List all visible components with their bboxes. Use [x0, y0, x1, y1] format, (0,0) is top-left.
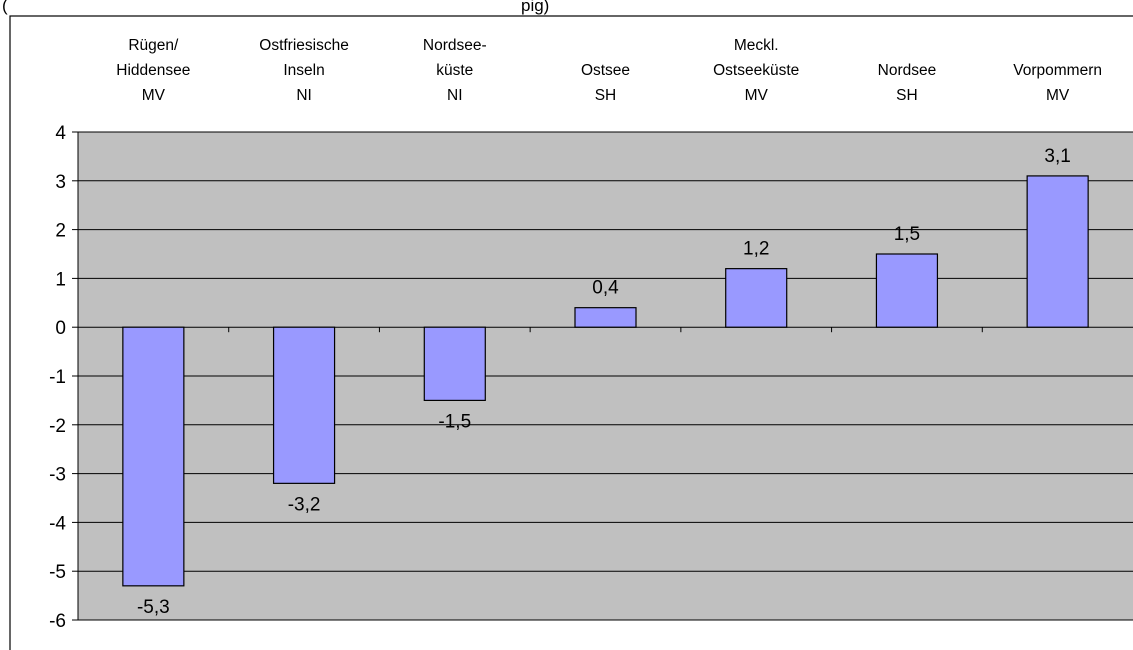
bar [424, 327, 485, 400]
category-label: Ostfriesische [259, 37, 349, 54]
category-label: Meckl. [734, 37, 779, 54]
bar [123, 327, 184, 586]
data-label: -1,5 [438, 411, 471, 432]
data-label: 0,4 [592, 278, 619, 299]
category-label: Nordsee- [423, 37, 487, 54]
data-label: 1,5 [894, 224, 920, 245]
category-label: Hiddensee [116, 62, 190, 79]
y-tick-label: -5 [49, 562, 66, 583]
y-tick-label: 2 [55, 221, 66, 242]
category-label: Inseln [283, 62, 324, 79]
category-label: NI [447, 87, 463, 104]
data-label: 3,1 [1044, 146, 1070, 167]
y-tick-label: 4 [55, 123, 66, 144]
category-label: Ostsee [581, 62, 630, 79]
bar [876, 254, 937, 327]
y-tick-label: -1 [49, 367, 66, 388]
category-label: MV [745, 87, 769, 104]
bar [1027, 176, 1088, 327]
data-label: -5,3 [137, 597, 170, 618]
category-label: MV [142, 87, 166, 104]
category-label: Vorpommern [1013, 62, 1102, 79]
y-tick-label: 1 [55, 269, 66, 290]
category-label: Nordsee [878, 62, 937, 79]
header-fragment-left: ( [2, 0, 8, 15]
bar [726, 269, 787, 328]
category-label: MV [1046, 87, 1070, 104]
bar [575, 308, 636, 328]
category-label: Rügen/ [128, 37, 179, 54]
data-label: 1,2 [743, 239, 769, 260]
category-label: NI [296, 87, 312, 104]
y-tick-label: -3 [49, 465, 66, 486]
category-label: Ostseeküste [713, 62, 799, 79]
header-fragment-right: pig) [521, 0, 549, 15]
bar [274, 327, 335, 483]
y-tick-label: -2 [49, 416, 66, 437]
y-tick-label: -6 [49, 611, 66, 632]
category-label: SH [896, 87, 918, 104]
y-tick-label: 0 [55, 318, 66, 339]
y-tick-label: 3 [55, 172, 66, 193]
data-label: -3,2 [288, 494, 321, 515]
category-label: küste [436, 62, 473, 79]
category-label: SH [595, 87, 617, 104]
y-tick-label: -4 [49, 513, 66, 534]
